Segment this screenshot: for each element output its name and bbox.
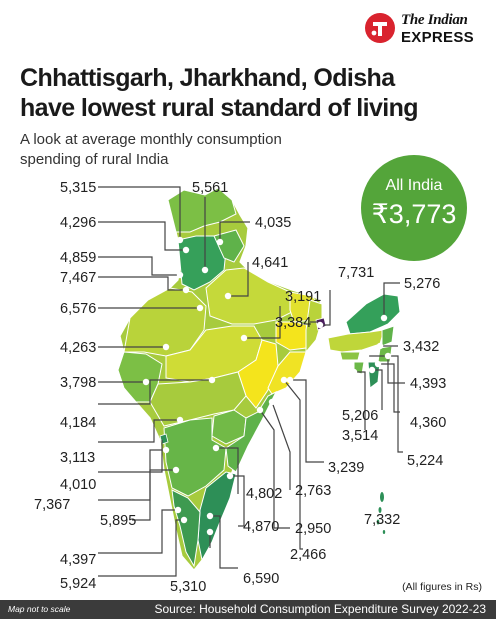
label-5561: 5,561 xyxy=(192,180,228,196)
title-line-2: have lowest rural standard of living xyxy=(20,94,419,122)
label-3113: 3,113 xyxy=(60,450,95,466)
brand-name-line2: EXPRESS xyxy=(401,29,474,46)
label-5206: 5,206 xyxy=(342,408,378,424)
label-5924: 5,924 xyxy=(60,576,96,592)
label-5224: 5,224 xyxy=(407,453,443,469)
subtitle: A look at average monthly consumption sp… xyxy=(20,130,350,170)
all-india-badge: All India ₹3,773 xyxy=(361,155,467,261)
all-india-value: ₹3,773 xyxy=(371,199,457,229)
label-4263: 4,263 xyxy=(60,340,96,356)
region-meghalaya xyxy=(339,351,361,361)
figures-note: (All figures in Rs) xyxy=(402,581,482,593)
region-rajasthan xyxy=(123,287,207,357)
the-indian-express-logo-icon xyxy=(365,13,395,43)
region-uttarakhand xyxy=(213,229,245,263)
page-title: Chhattisgarh, Jharkhand, Odisha have low… xyxy=(20,63,490,123)
brand-name-line1: The Indian xyxy=(401,12,468,28)
region-jammu-kashmir xyxy=(167,187,237,233)
value-labels: 5,315 5,561 4,296 4,035 4,859 7,467 4,64… xyxy=(34,180,446,595)
label-3384: 3,384 xyxy=(275,315,311,331)
label-4859: 4,859 xyxy=(60,250,96,266)
label-3432: 3,432 xyxy=(403,339,439,355)
region-west-bengal xyxy=(305,299,323,354)
map-regions xyxy=(117,187,401,571)
leader-lines xyxy=(98,186,405,577)
label-5895: 5,895 xyxy=(100,513,136,529)
label-2466: 2,466 xyxy=(290,547,326,563)
subtitle-line-1: A look at average monthly consumption xyxy=(20,131,282,148)
label-4010: 4,010 xyxy=(60,477,96,493)
marker-dots xyxy=(142,236,392,536)
label-3191: 3,191 xyxy=(285,289,321,305)
scale-note: Map not to scale xyxy=(8,604,71,614)
source-credit: Source: Household Consumption Expenditur… xyxy=(154,602,486,616)
label-4184: 4,184 xyxy=(60,415,96,431)
label-4393: 4,393 xyxy=(410,376,446,392)
label-3514: 3,514 xyxy=(342,428,378,444)
label-7731: 7,731 xyxy=(338,265,374,281)
label-6590: 6,590 xyxy=(243,571,279,587)
label-7467: 7,467 xyxy=(60,270,96,286)
region-karnataka xyxy=(163,417,227,497)
all-india-label: All India xyxy=(385,177,443,194)
label-7367: 7,367 xyxy=(34,497,70,513)
label-4641: 4,641 xyxy=(252,255,288,271)
footer-bar: Map not to scale Source: Household Consu… xyxy=(0,600,496,619)
label-2950: 2,950 xyxy=(295,521,331,537)
label-3239: 3,239 xyxy=(328,460,364,476)
label-4397: 4,397 xyxy=(60,552,96,568)
label-7332: 7,332 xyxy=(364,512,400,528)
title-line-1: Chhattisgarh, Jharkhand, Odisha xyxy=(20,64,395,92)
region-assam xyxy=(327,329,385,353)
label-4870: 4,870 xyxy=(243,519,279,535)
region-nagaland xyxy=(381,325,395,347)
region-andaman-nicobar xyxy=(376,492,386,534)
label-6576: 6,576 xyxy=(60,301,96,317)
subtitle-line-2: spending of rural India xyxy=(20,151,169,168)
label-3798: 3,798 xyxy=(60,375,96,391)
label-4035: 4,035 xyxy=(255,215,291,231)
label-4296: 4,296 xyxy=(60,215,96,231)
label-5310: 5,310 xyxy=(170,579,206,595)
label-4802: 4,802 xyxy=(246,486,282,502)
label-5315: 5,315 xyxy=(60,180,96,196)
label-5276: 5,276 xyxy=(404,276,440,292)
label-4360: 4,360 xyxy=(410,415,446,431)
label-2763: 2,763 xyxy=(295,483,331,499)
brand-logo[interactable]: The Indian EXPRESS xyxy=(365,10,490,50)
